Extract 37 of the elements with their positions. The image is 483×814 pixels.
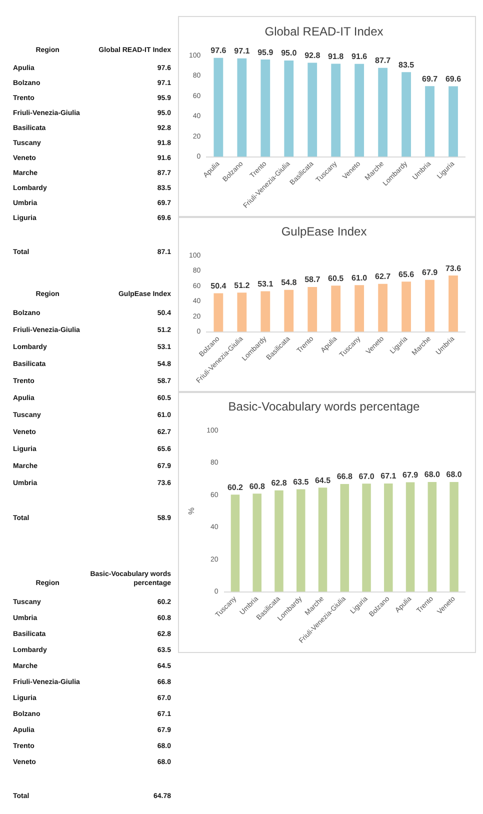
data-label: 95.0 [281,48,298,58]
data-label: 62.8 [271,478,288,488]
data-label: 97.6 [210,46,227,56]
data-label: 92.8 [304,50,321,60]
data-label: 67.9 [422,268,438,278]
data-label: 91.6 [352,52,368,62]
data-label: 51.2 [234,280,250,290]
data-label: 65.6 [398,270,415,279]
data-label: 60.2 [227,482,244,492]
data-label: 95.9 [258,48,274,57]
data-label: 68.0 [424,470,441,480]
data-label: 91.8 [328,52,344,61]
data-label: 73.6 [445,264,462,273]
data-label: 83.5 [398,60,415,70]
data-label: 97.1 [234,46,250,56]
chart-title: Global READ-IT Index [264,24,384,39]
data-label: 68.0 [446,470,462,480]
data-label: 58.7 [304,275,321,284]
data-label: 87.7 [375,56,392,66]
chart-title: Basic-Vocabulary words percentage [228,400,420,414]
data-label: 62.7 [375,272,392,282]
y-axis-title: % [187,508,196,515]
data-label: 61.0 [352,273,368,282]
data-label: 53.1 [258,279,274,288]
data-label: 67.0 [358,472,375,481]
data-label: 50.4 [210,281,227,290]
data-label: 60.5 [328,274,344,283]
data-label: 69.6 [445,74,462,84]
data-label: 64.5 [314,476,332,485]
data-label: 67.1 [380,472,397,481]
data-label: 60.8 [249,482,266,491]
data-label: 54.8 [281,278,298,288]
data-label: 67.9 [402,470,419,480]
data-label: 66.8 [336,472,353,482]
data-label: 63.5 [293,478,310,487]
data-label: 69.7 [422,74,438,84]
chart-title: GulpEase Index [281,224,367,239]
